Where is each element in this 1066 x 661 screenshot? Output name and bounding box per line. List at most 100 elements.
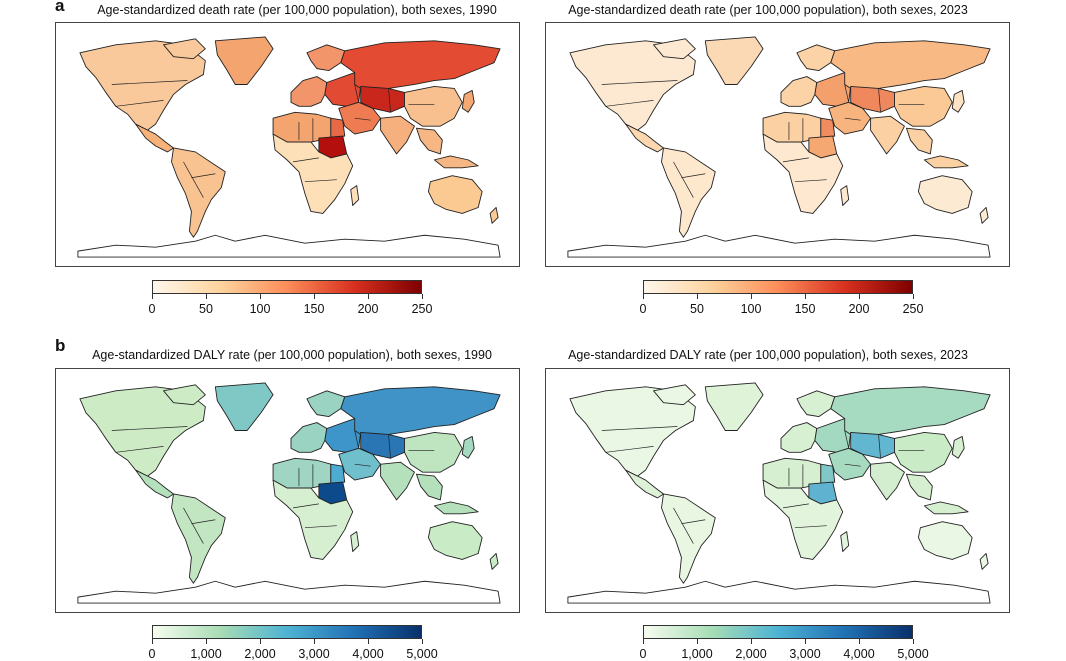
region-south-asia xyxy=(870,461,905,501)
region-japan xyxy=(461,435,475,459)
region-australia xyxy=(979,207,989,224)
region-central-asia xyxy=(850,86,895,113)
colorbar-tick-label: 150 xyxy=(794,302,816,316)
colorbar-tick-label: 0 xyxy=(148,302,156,316)
country-border xyxy=(354,430,360,449)
region-europe-west xyxy=(306,390,346,418)
colorbar-tick-label: 200 xyxy=(848,302,870,316)
colorbar-tick-mark xyxy=(206,639,207,644)
region-russia xyxy=(830,40,991,93)
region-australia xyxy=(979,553,989,570)
country-border xyxy=(191,519,216,525)
country-border xyxy=(878,434,881,459)
map-title-death-2023: Age-standardized death rate (per 100,000… xyxy=(568,3,968,17)
colorbar-tick-mark xyxy=(859,639,860,644)
region-japan xyxy=(951,435,965,459)
region-central-america xyxy=(625,123,664,153)
colorbar-tick-mark xyxy=(751,294,752,299)
colorbar-tick-mark xyxy=(206,294,207,299)
region-australia xyxy=(427,521,483,560)
region-greenland xyxy=(704,382,764,431)
colorbar-ticks-daly-1990: 0 1,000 2,000 3,000 4,000 5,000 xyxy=(149,639,438,661)
region-se-asia xyxy=(415,473,443,501)
region-se-asia xyxy=(923,501,969,515)
region-sub-saharan xyxy=(840,185,850,206)
colorbar-tick-mark xyxy=(643,639,644,644)
region-australia xyxy=(917,175,973,214)
region-antarctica xyxy=(567,234,991,258)
region-australia xyxy=(489,553,499,570)
country-border xyxy=(354,84,360,103)
country-border xyxy=(794,179,827,183)
map-title-daly-1990: Age-standardized DALY rate (per 100,000 … xyxy=(92,348,492,362)
country-border xyxy=(111,426,188,431)
country-border xyxy=(844,430,850,449)
region-australia xyxy=(427,175,483,214)
colorbar-daly-1990 xyxy=(152,625,422,639)
world-map-svg xyxy=(77,36,501,258)
region-south-america xyxy=(171,493,226,584)
colorbar-tick-label: 250 xyxy=(902,302,924,316)
region-egypt xyxy=(330,463,346,485)
region-north-america xyxy=(163,384,206,406)
country-border xyxy=(292,503,319,509)
region-russia xyxy=(340,386,501,439)
country-border xyxy=(794,525,827,529)
region-sub-saharan xyxy=(272,479,354,560)
colorbar-tick-mark xyxy=(859,294,860,299)
region-china xyxy=(894,86,953,127)
colorbar-tick-label: 5,000 xyxy=(897,647,929,661)
region-sub-saharan xyxy=(762,133,844,214)
colorbar-tick-label: 3,000 xyxy=(298,647,330,661)
colorbar-tick-mark xyxy=(260,294,261,299)
colorbar-tick-label: 4,000 xyxy=(352,647,384,661)
colorbar-death-2023 xyxy=(643,280,913,294)
region-central-america xyxy=(135,469,174,499)
colorbar-tick-label: 0 xyxy=(639,302,647,316)
region-se-asia xyxy=(433,501,479,515)
colorbar-ticks-death-2023: 0 50 100 150 200 250 xyxy=(640,294,923,316)
colorbar-daly-2023 xyxy=(643,625,913,639)
colorbar-tick-label: 3,000 xyxy=(789,647,821,661)
region-central-asia xyxy=(360,432,405,459)
map-daly-1990 xyxy=(55,368,520,613)
colorbar-tick-mark xyxy=(697,294,698,299)
colorbar-tick-mark xyxy=(913,294,914,299)
map-title-daly-2023: Age-standardized DALY rate (per 100,000 … xyxy=(568,348,968,362)
world-map-svg xyxy=(567,36,991,258)
region-se-asia xyxy=(905,473,933,501)
colorbar-ticks-daly-2023: 0 1,000 2,000 3,000 4,000 5,000 xyxy=(640,639,929,661)
colorbar-tick-label: 100 xyxy=(740,302,762,316)
world-map-svg xyxy=(77,382,501,604)
region-egypt xyxy=(820,117,836,139)
region-central-asia xyxy=(360,86,405,113)
country-border xyxy=(844,84,850,103)
region-antarctica xyxy=(77,234,501,258)
region-south-asia xyxy=(380,115,415,155)
colorbar-tick-mark xyxy=(422,294,423,299)
colorbar-death-1990 xyxy=(152,280,422,294)
colorbar-tick-mark xyxy=(422,639,423,644)
region-sub-saharan xyxy=(272,133,354,214)
country-border xyxy=(354,117,371,121)
region-north-america xyxy=(163,38,206,60)
colorbar-tick-mark xyxy=(643,294,644,299)
colorbar-tick-label: 1,000 xyxy=(190,647,222,661)
region-china xyxy=(894,432,953,473)
region-russia xyxy=(340,40,501,93)
region-egypt xyxy=(820,463,836,485)
region-europe-west xyxy=(780,76,818,107)
colorbar-tick-mark xyxy=(913,639,914,644)
region-middle-east xyxy=(828,447,872,481)
region-greenland xyxy=(214,382,274,431)
region-europe-west xyxy=(290,422,328,453)
region-south-america xyxy=(171,147,226,238)
country-border xyxy=(681,519,706,525)
region-sub-saharan xyxy=(762,479,844,560)
region-antarctica xyxy=(567,580,991,604)
country-border xyxy=(191,173,216,179)
country-border xyxy=(292,157,319,163)
country-border xyxy=(354,463,371,467)
colorbar-tick-label: 200 xyxy=(357,302,379,316)
country-border xyxy=(115,100,164,107)
